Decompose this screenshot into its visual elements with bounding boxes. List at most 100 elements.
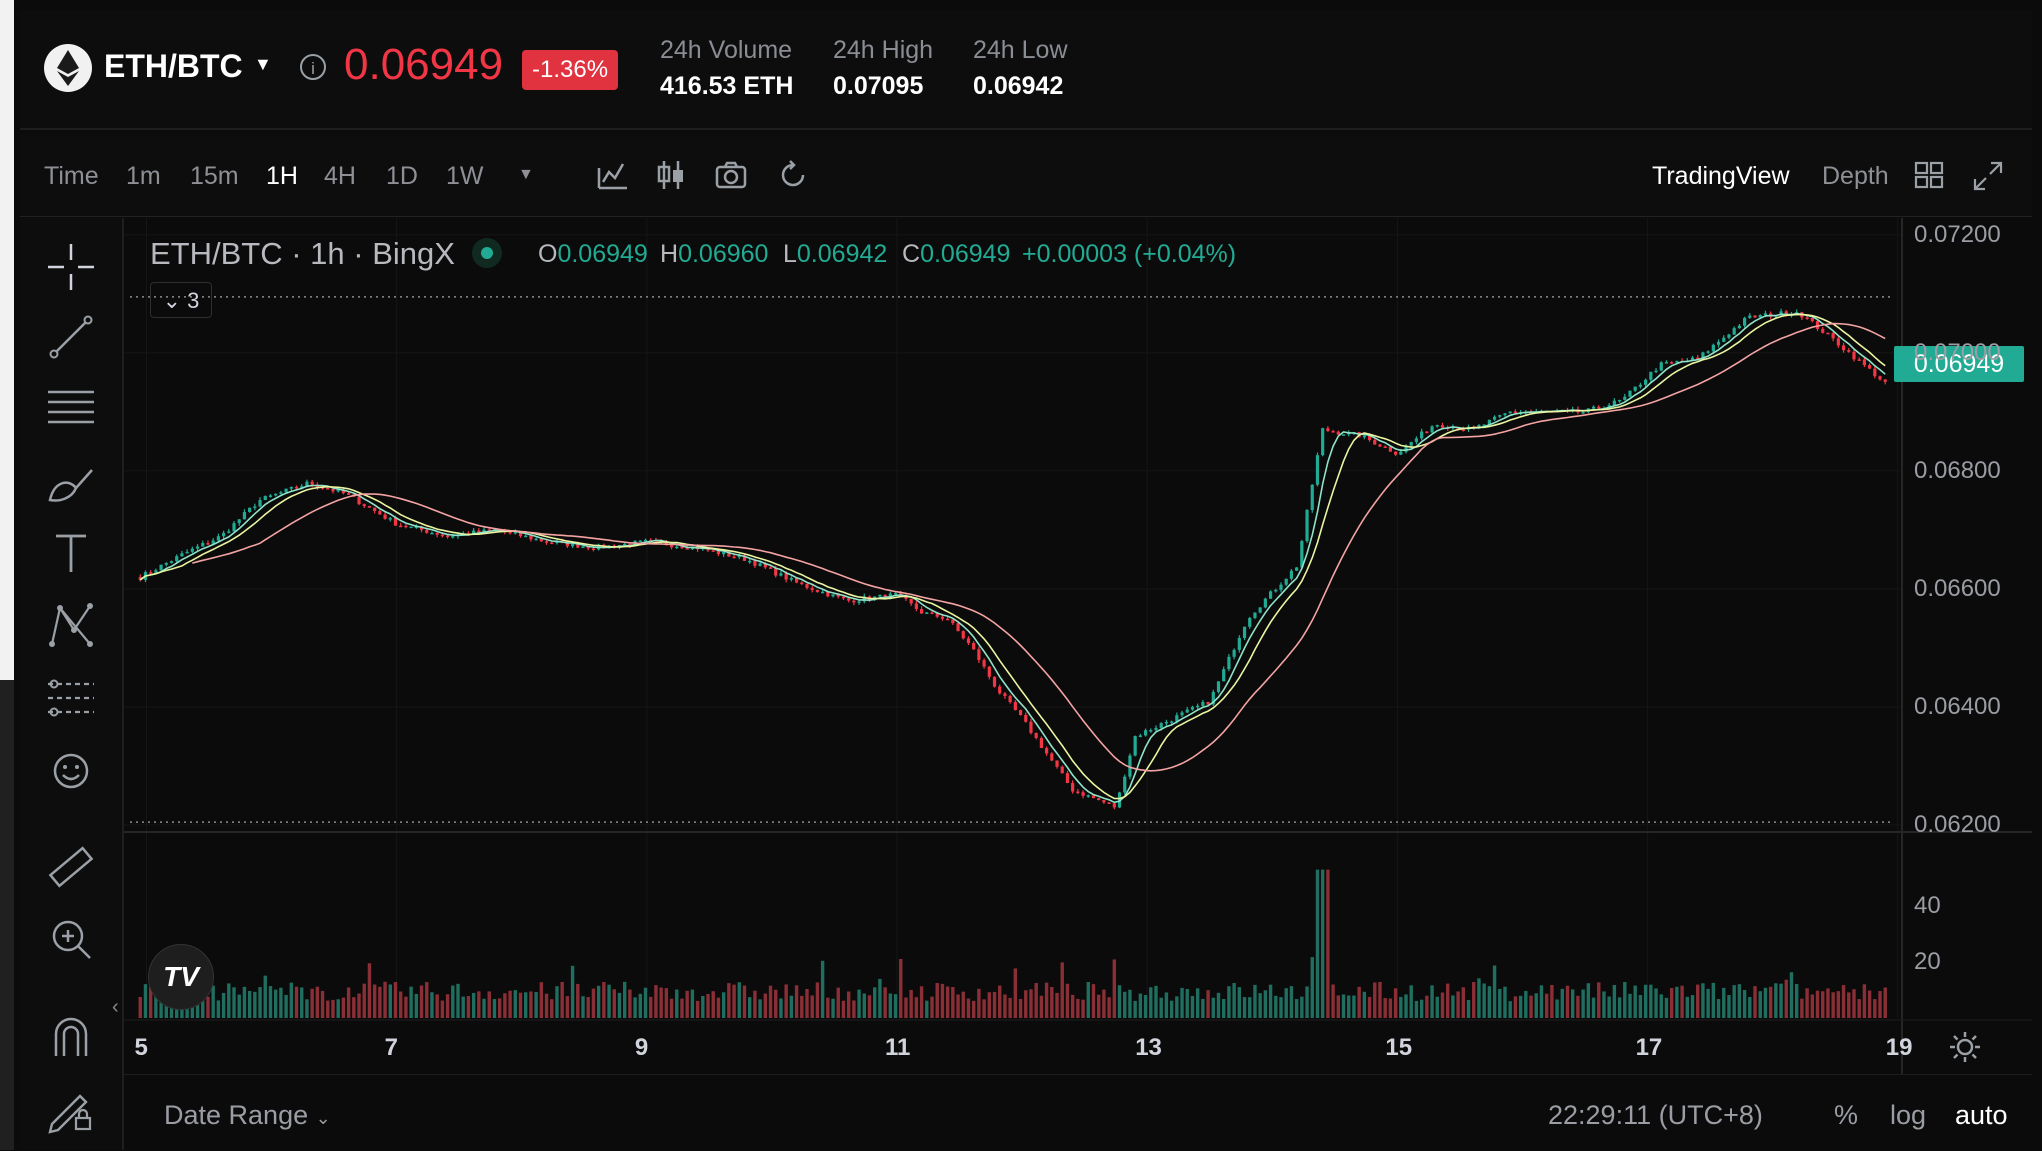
emoji-icon[interactable]: [46, 746, 96, 796]
tab-depth[interactable]: Depth: [1822, 162, 1889, 190]
interval-1h[interactable]: 1H: [266, 162, 298, 190]
tab-tradingview[interactable]: TradingView: [1652, 162, 1790, 190]
volume-bar: [1195, 988, 1200, 1018]
indicator-count: 3: [187, 288, 200, 313]
date-range-button[interactable]: Date Range ⌄: [164, 1100, 331, 1130]
volume-bar: [555, 986, 559, 1018]
text-icon[interactable]: [46, 528, 96, 578]
interval-1w[interactable]: 1W: [446, 162, 484, 190]
candle-body: [284, 488, 288, 493]
candle-body: [383, 514, 387, 519]
fullscreen-icon[interactable]: [1972, 160, 2004, 192]
interval-1m[interactable]: 1m: [126, 162, 161, 190]
volume-bar: [1607, 996, 1611, 1018]
candle-body: [404, 525, 408, 528]
candle-body: [399, 525, 403, 528]
settings-icon[interactable]: [1948, 1030, 1982, 1064]
interval-1d[interactable]: 1D: [386, 162, 418, 190]
indicators-icon[interactable]: [596, 158, 630, 192]
auto-scale-button[interactable]: auto: [1955, 1100, 2008, 1130]
crosshair-icon[interactable]: [46, 242, 96, 292]
interval-more-icon[interactable]: ▼: [518, 166, 534, 183]
pair-selector[interactable]: ETH/BTC: [104, 48, 243, 84]
log-scale-button[interactable]: log: [1890, 1100, 1927, 1130]
candle-body: [1039, 737, 1043, 749]
volume-bar: [899, 959, 903, 1018]
interval-4h[interactable]: 4H: [324, 162, 356, 190]
volume-bar: [654, 985, 658, 1018]
candle-body: [685, 548, 689, 550]
refresh-icon[interactable]: [776, 158, 810, 192]
pattern-icon[interactable]: [46, 600, 96, 650]
volume-bar: [471, 992, 476, 1018]
candle-body: [1644, 379, 1648, 385]
zoom-in-icon[interactable]: [46, 914, 96, 964]
candle-body: [513, 531, 517, 534]
candle-body: [628, 543, 632, 546]
candle-body: [1701, 352, 1705, 359]
volume-bar: [310, 988, 314, 1018]
trend-line-icon[interactable]: [46, 312, 96, 362]
volume-bar: [206, 996, 210, 1018]
volume-bar: [602, 981, 606, 1018]
volume-bar: [1789, 972, 1794, 1018]
magnet-icon[interactable]: [46, 1012, 96, 1062]
candle-body: [1362, 435, 1366, 438]
volume-bar: [862, 993, 866, 1018]
stat-label-high: 24h High: [833, 36, 934, 64]
brush-icon[interactable]: [46, 458, 96, 508]
volume-bar: [1539, 985, 1544, 1018]
volume-bar: [154, 988, 158, 1018]
candle-body: [826, 591, 830, 597]
tradingview-logo[interactable]: TV: [148, 944, 214, 1010]
candle-body: [362, 504, 366, 507]
volume-bar: [1800, 998, 1804, 1018]
candle-body: [1284, 578, 1288, 585]
candle-body: [294, 486, 299, 489]
fib-lines-icon[interactable]: [46, 384, 96, 434]
price-chart[interactable]: [124, 218, 2032, 1074]
volume-bar: [669, 998, 674, 1018]
volume-bar: [1107, 997, 1111, 1018]
volume-bar: [1821, 991, 1825, 1018]
collapse-toolbar-icon[interactable]: ‹: [112, 996, 119, 1018]
chevron-down-icon[interactable]: ▼: [254, 54, 272, 74]
candle-body: [1810, 317, 1814, 321]
clock[interactable]: 22:29:11 (UTC+8): [1548, 1100, 1763, 1130]
ruler-icon[interactable]: [46, 842, 96, 892]
volume-bar: [1123, 991, 1127, 1018]
volume-bar: [904, 997, 908, 1018]
indicator-toggle[interactable]: ⌄ 3: [150, 282, 212, 318]
volume-bar: [1753, 986, 1757, 1018]
candle-body: [534, 538, 538, 541]
volume-bar: [1248, 997, 1252, 1018]
info-icon[interactable]: i: [300, 54, 326, 80]
volume-bar: [1102, 989, 1106, 1018]
time-label[interactable]: Time: [44, 162, 99, 190]
ohlc-high: H0.06960: [660, 240, 769, 268]
volume-bar: [346, 987, 351, 1018]
candle-body: [1836, 338, 1840, 346]
candle-body: [169, 561, 174, 563]
candle-body: [794, 577, 799, 583]
candle-body: [951, 619, 955, 624]
interval-15m[interactable]: 15m: [190, 162, 239, 190]
y-tick-label: 0.07200: [1914, 220, 2001, 248]
chevron-down-icon: ⌄: [315, 1108, 331, 1128]
volume-bar: [1347, 995, 1351, 1018]
percent-scale-button[interactable]: %: [1834, 1100, 1859, 1130]
x-tick-label: 11: [885, 1034, 911, 1061]
forecast-icon[interactable]: [46, 674, 96, 724]
candle-body: [1763, 313, 1768, 316]
lock-drawings-icon[interactable]: [46, 1084, 96, 1134]
volume-bar: [591, 988, 596, 1018]
volume-bar: [914, 997, 919, 1018]
volume-bar: [336, 999, 340, 1018]
layout-grid-icon[interactable]: [1914, 160, 1944, 190]
volume-bar: [409, 986, 413, 1018]
candle-body: [320, 487, 325, 489]
drawing-toolbar: [20, 218, 124, 1150]
screenshot-icon[interactable]: [714, 158, 748, 192]
volume-bar: [425, 982, 429, 1018]
candle-type-icon[interactable]: [654, 158, 688, 192]
